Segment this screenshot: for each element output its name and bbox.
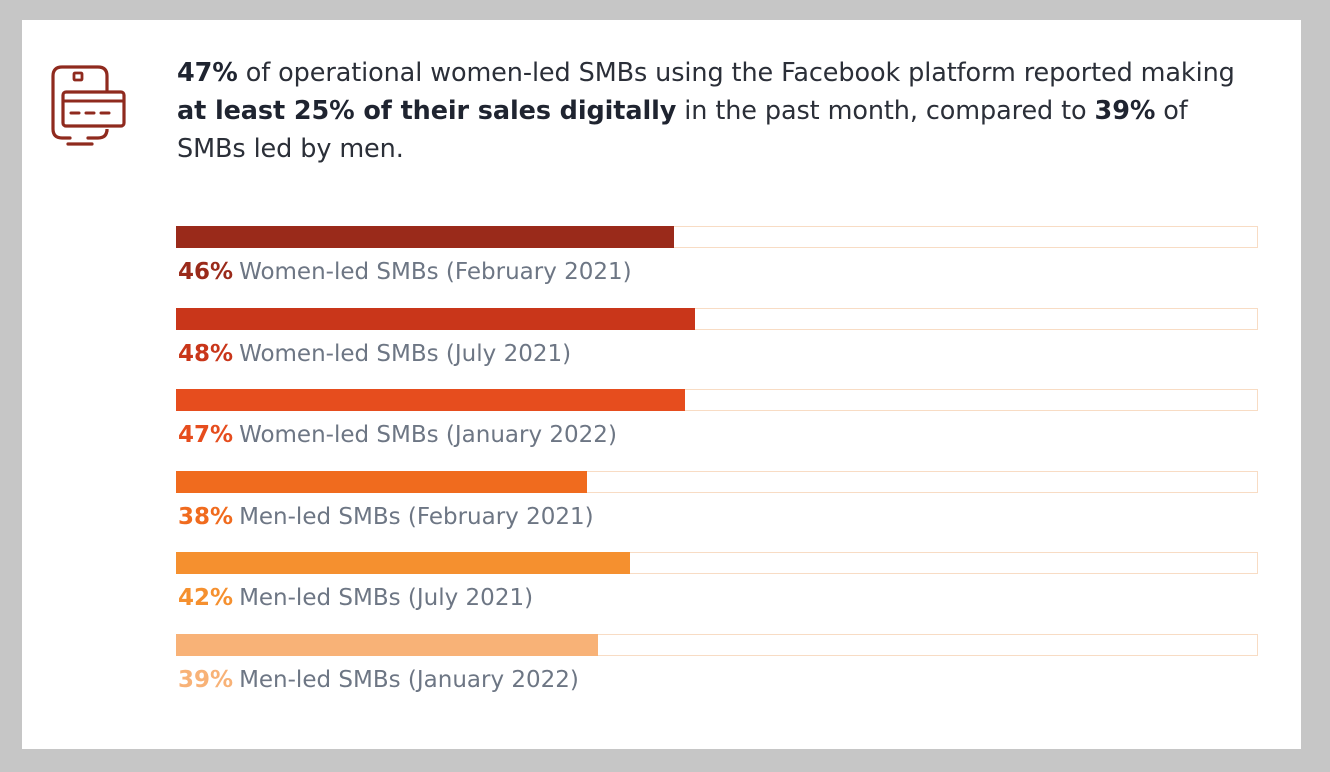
bar-category-label: Men-led SMBs (July 2021)	[239, 585, 534, 612]
bar-value-label: 46%	[178, 259, 234, 285]
bar-label: 48% Women-led SMBs (July 2021)	[178, 339, 571, 369]
headline: 47% of operational women-led SMBs using …	[177, 54, 1257, 168]
headline-emphasis: at least 25% of their sales digitally	[177, 96, 677, 126]
bar-value-label: 39%	[178, 666, 234, 693]
headline-text-1: of operational women-led SMBs using the …	[237, 58, 1235, 88]
bar-value-label: 38%	[178, 503, 234, 530]
bar	[176, 226, 674, 248]
mobile-payment-card-icon	[51, 65, 126, 146]
bar-value-label: 42%	[178, 585, 234, 612]
bar-value-label: 47%	[178, 422, 234, 449]
infographic-card: 47% of operational women-led SMBs using …	[22, 20, 1301, 749]
bar	[176, 307, 696, 330]
bar-category-label: Men-led SMBs (February 2021)	[239, 503, 594, 530]
bar-row: 46% Women-led SMBs (February 2021)	[176, 226, 1260, 308]
bar-row: 42% Men-led SMBs (July 2021)	[176, 552, 1260, 634]
bar	[176, 552, 631, 575]
bar-chart: 46% Women-led SMBs (February 2021) 48% Wome…	[176, 226, 1260, 716]
bar	[176, 389, 685, 412]
bar-label: 38% Men-led SMBs (February 2021)	[178, 502, 594, 532]
bar-value-label: 48%	[178, 340, 234, 367]
headline-text-2: in the past month, compared to	[676, 96, 1095, 126]
bar	[176, 633, 598, 656]
headline-women-pct: 47%	[177, 58, 238, 88]
bar-row: 47% Women-led SMBs (January 2022)	[176, 389, 1260, 471]
bar-label: 39% Men-led SMBs (January 2022)	[178, 665, 579, 695]
bar-row: 48% Women-led SMBs (July 2021)	[176, 307, 1260, 390]
bar-label: 46% Women-led SMBs (February 2021)	[178, 257, 632, 287]
bar-label: 47% Women-led SMBs (January 2022)	[178, 420, 617, 450]
headline-text-3: of SMBs led by men.	[177, 96, 1188, 164]
headline-men-pct: 39%	[1094, 96, 1156, 126]
bar-category-label: Women-led SMBs (February 2021)	[239, 259, 632, 285]
bar-row: 38% Men-led SMBs (February 2021)	[176, 470, 1260, 553]
bar-category-label: Women-led SMBs (July 2021)	[239, 340, 572, 367]
bar-label: 42% Men-led SMBs (July 2021)	[178, 583, 533, 613]
bar	[176, 470, 588, 493]
bar-category-label: Men-led SMBs (January 2022)	[239, 666, 579, 693]
bar-category-label: Women-led SMBs (January 2022)	[239, 422, 617, 449]
bar-row: 39% Men-led SMBs (January 2022)	[176, 633, 1260, 716]
